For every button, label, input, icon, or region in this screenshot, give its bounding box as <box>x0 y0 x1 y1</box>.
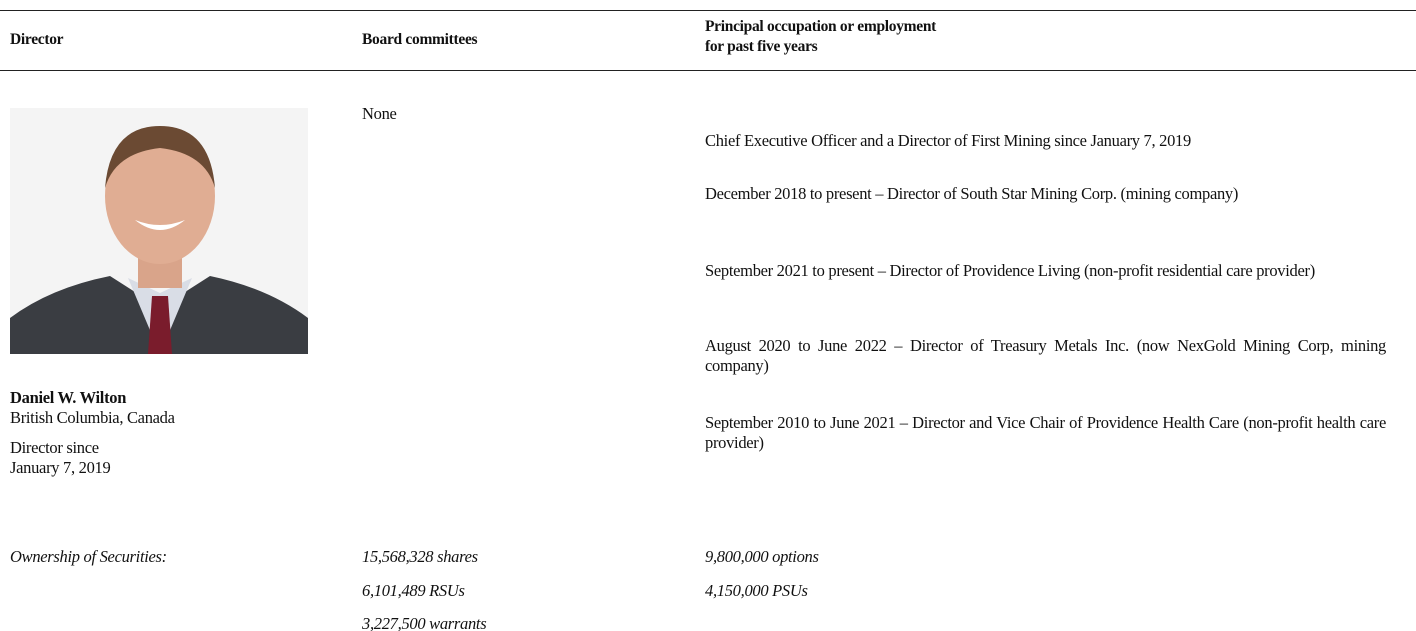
top-rule <box>0 10 1416 11</box>
ownership-item: 9,800,000 options <box>705 547 819 566</box>
director-name: Daniel W. Wilton <box>10 388 127 407</box>
ownership-label: Ownership of Securities: <box>10 547 167 566</box>
director-since-date: January 7, 2019 <box>10 458 111 477</box>
occupation: September 2010 to June 2021 – Director a… <box>705 413 1386 452</box>
occupation: August 2020 to June 2022 – Director of T… <box>705 336 1386 375</box>
ownership-item: 3,227,500 warrants <box>362 614 487 631</box>
director-location: British Columbia, Canada <box>10 408 175 427</box>
ownership-item: 6,101,489 RSUs <box>362 581 465 600</box>
ownership-item: 15,568,328 shares <box>362 547 478 566</box>
column-header: Principal occupation or employment for p… <box>705 18 937 55</box>
director-photo <box>10 108 308 354</box>
board-committees: None <box>362 104 397 123</box>
occupation: Chief Executive Officer and a Director o… <box>705 131 1191 150</box>
ownership-item: 4,150,000 PSUs <box>705 581 808 600</box>
occupation: December 2018 to present – Director of S… <box>705 184 1239 203</box>
occupation: September 2021 to present – Director of … <box>705 261 1315 280</box>
director-since-label: Director since <box>10 438 99 457</box>
column-header: Director <box>10 31 64 48</box>
column-header: Board committees <box>362 31 478 48</box>
header-rule <box>0 70 1416 71</box>
